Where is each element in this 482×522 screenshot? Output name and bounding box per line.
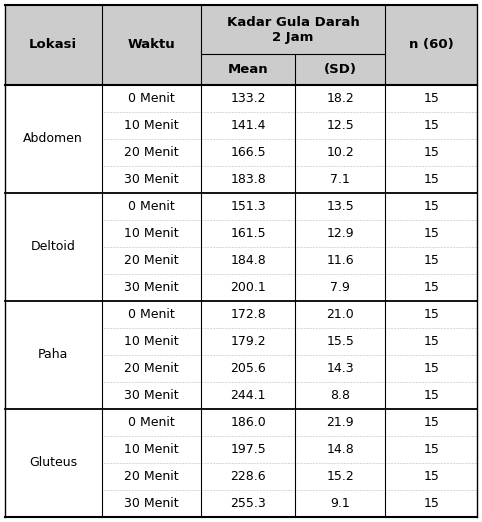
Text: 15: 15 bbox=[423, 307, 439, 321]
Text: Kadar Gula Darah
2 Jam: Kadar Gula Darah 2 Jam bbox=[227, 16, 360, 43]
Text: 172.8: 172.8 bbox=[230, 307, 266, 321]
Text: 15: 15 bbox=[423, 362, 439, 375]
Text: 151.3: 151.3 bbox=[230, 199, 266, 212]
Text: 20 Menit: 20 Menit bbox=[124, 362, 178, 375]
Text: 12.5: 12.5 bbox=[326, 118, 354, 132]
Text: 18.2: 18.2 bbox=[326, 91, 354, 104]
Text: 15: 15 bbox=[423, 173, 439, 185]
Text: 15: 15 bbox=[423, 146, 439, 159]
Text: 20 Menit: 20 Menit bbox=[124, 146, 178, 159]
Text: 183.8: 183.8 bbox=[230, 173, 266, 185]
Text: Abdomen: Abdomen bbox=[23, 132, 83, 145]
Bar bbox=[5, 5, 477, 85]
Text: (SD): (SD) bbox=[324, 63, 357, 76]
Text: 10 Menit: 10 Menit bbox=[124, 118, 178, 132]
Text: 12.9: 12.9 bbox=[326, 227, 354, 240]
Text: 20 Menit: 20 Menit bbox=[124, 254, 178, 267]
Text: 13.5: 13.5 bbox=[326, 199, 354, 212]
Text: 7.1: 7.1 bbox=[330, 173, 350, 185]
Text: Waktu: Waktu bbox=[127, 38, 175, 51]
Text: 141.4: 141.4 bbox=[230, 118, 266, 132]
Text: 7.9: 7.9 bbox=[330, 281, 350, 294]
Text: 0 Menit: 0 Menit bbox=[128, 199, 174, 212]
Text: 14.3: 14.3 bbox=[326, 362, 354, 375]
Text: 10 Menit: 10 Menit bbox=[124, 443, 178, 456]
Text: 0 Menit: 0 Menit bbox=[128, 416, 174, 429]
Text: 244.1: 244.1 bbox=[230, 389, 266, 402]
Text: 15: 15 bbox=[423, 335, 439, 348]
Text: 15.2: 15.2 bbox=[326, 470, 354, 483]
Text: 30 Menit: 30 Menit bbox=[124, 173, 178, 185]
Text: 228.6: 228.6 bbox=[230, 470, 266, 483]
Text: 15: 15 bbox=[423, 443, 439, 456]
Text: 15: 15 bbox=[423, 389, 439, 402]
Text: Paha: Paha bbox=[38, 348, 68, 361]
Text: 15: 15 bbox=[423, 199, 439, 212]
Text: 20 Menit: 20 Menit bbox=[124, 470, 178, 483]
Text: Mean: Mean bbox=[228, 63, 268, 76]
Text: 0 Menit: 0 Menit bbox=[128, 307, 174, 321]
Text: 15: 15 bbox=[423, 91, 439, 104]
Text: 166.5: 166.5 bbox=[230, 146, 266, 159]
Text: 8.8: 8.8 bbox=[330, 389, 350, 402]
Text: 197.5: 197.5 bbox=[230, 443, 266, 456]
Text: 30 Menit: 30 Menit bbox=[124, 497, 178, 510]
Text: 15: 15 bbox=[423, 416, 439, 429]
Text: 10 Menit: 10 Menit bbox=[124, 227, 178, 240]
Text: 186.0: 186.0 bbox=[230, 416, 266, 429]
Text: 15.5: 15.5 bbox=[326, 335, 354, 348]
Text: 10 Menit: 10 Menit bbox=[124, 335, 178, 348]
Text: 15: 15 bbox=[423, 118, 439, 132]
Text: Deltoid: Deltoid bbox=[31, 240, 76, 253]
Text: 21.9: 21.9 bbox=[326, 416, 354, 429]
Text: Lokasi: Lokasi bbox=[29, 38, 77, 51]
Text: 15: 15 bbox=[423, 470, 439, 483]
Text: n (60): n (60) bbox=[409, 38, 454, 51]
Text: 133.2: 133.2 bbox=[230, 91, 266, 104]
Text: 14.8: 14.8 bbox=[326, 443, 354, 456]
Text: 11.6: 11.6 bbox=[326, 254, 354, 267]
Text: 10.2: 10.2 bbox=[326, 146, 354, 159]
Text: 15: 15 bbox=[423, 281, 439, 294]
Text: 15: 15 bbox=[423, 254, 439, 267]
Text: 15: 15 bbox=[423, 497, 439, 510]
Text: 200.1: 200.1 bbox=[230, 281, 266, 294]
Text: 9.1: 9.1 bbox=[330, 497, 350, 510]
Text: 30 Menit: 30 Menit bbox=[124, 389, 178, 402]
Text: 255.3: 255.3 bbox=[230, 497, 266, 510]
Text: Gluteus: Gluteus bbox=[29, 456, 77, 469]
Text: 161.5: 161.5 bbox=[230, 227, 266, 240]
Text: 179.2: 179.2 bbox=[230, 335, 266, 348]
Text: 0 Menit: 0 Menit bbox=[128, 91, 174, 104]
Text: 15: 15 bbox=[423, 227, 439, 240]
Text: 184.8: 184.8 bbox=[230, 254, 266, 267]
Text: 21.0: 21.0 bbox=[326, 307, 354, 321]
Text: 205.6: 205.6 bbox=[230, 362, 266, 375]
Text: 30 Menit: 30 Menit bbox=[124, 281, 178, 294]
